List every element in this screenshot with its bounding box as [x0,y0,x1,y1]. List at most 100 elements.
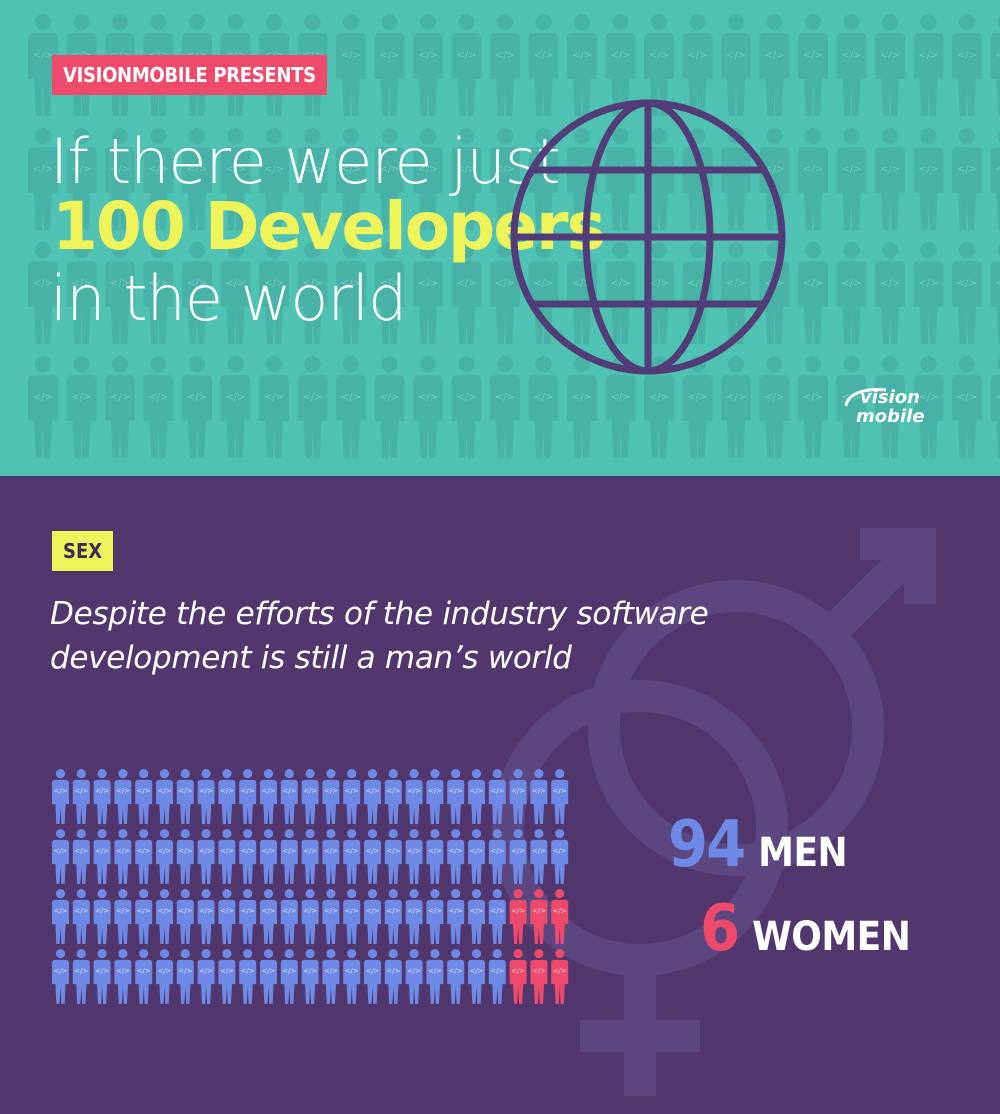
svg-text:</>: </> [418,164,438,175]
man-developer-icon: </> [93,889,111,944]
background-person-icon: </> [259,356,289,458]
svg-text:</>: </> [495,50,515,61]
sex-tag: SEX [52,531,114,571]
svg-text:</>: </> [687,278,707,289]
background-person-icon: </> [451,14,482,117]
man-developer-icon: </> [343,889,361,944]
title-line-3: in the world [50,262,407,335]
background-person-icon: </> [682,14,713,117]
background-person-icon: </> [913,14,944,117]
svg-text:</>: </> [261,847,275,855]
background-person-icon: </> [721,14,751,117]
man-developer-icon: </> [468,889,485,944]
women-count: 6 [700,892,740,966]
svg-text:</>: </> [495,278,515,289]
svg-text:</>: </> [71,392,91,403]
svg-text:</>: </> [687,50,707,61]
caption-line-1: Despite the efforts of the industry soft… [50,596,709,632]
woman-developer-icon: </> [509,889,527,944]
background-person-icon: </> [567,356,597,458]
man-developer-icon: </> [280,829,298,884]
man-developer-icon: </> [197,949,215,1004]
background-person-icon: </> [836,14,867,117]
svg-text:</>: </> [610,392,630,403]
background-person-icon: </> [759,356,790,458]
man-developer-icon: </> [488,769,506,824]
svg-text:</>: </> [841,278,861,289]
background-person-icon: </> [297,128,328,230]
man-developer-icon: </> [156,769,173,824]
man-developer-icon: </> [384,949,402,1004]
svg-text:</>: </> [365,787,379,795]
svg-text:</>: </> [726,392,746,403]
svg-text:</>: </> [345,847,359,855]
background-person-icon: </> [28,356,58,458]
woman-developer-icon: </> [530,949,548,1004]
svg-text:</>: </> [33,278,53,289]
man-developer-icon: </> [114,889,132,944]
man-developer-icon: </> [405,949,423,1004]
svg-text:</>: </> [511,967,525,975]
svg-text:</>: </> [918,278,938,289]
svg-text:</>: </> [241,907,255,915]
svg-text:</>: </> [220,907,234,915]
background-person-icon: </> [66,242,97,344]
svg-text:</>: </> [957,278,977,289]
svg-text:</>: </> [386,907,400,915]
svg-text:</>: </> [137,967,151,975]
svg-text:</>: </> [157,847,171,855]
background-person-icon: </> [798,14,828,117]
background-person-icon: </> [490,242,520,344]
svg-text:</>: </> [148,278,168,289]
man-developer-icon: </> [52,769,69,824]
man-developer-icon: </> [135,769,153,824]
svg-text:</>: </> [341,50,361,61]
background-person-icon: </> [605,14,636,117]
svg-text:</>: </> [53,907,67,915]
svg-text:</>: </> [533,50,553,61]
background-person-icon: </> [374,242,405,344]
man-developer-icon: </> [426,769,444,824]
svg-text:</>: </> [428,907,442,915]
background-person-icon: </> [490,356,520,458]
svg-text:</>: </> [53,847,67,855]
svg-text:</>: </> [241,787,255,795]
woman-developer-icon: </> [530,889,548,944]
man-developer-icon: </> [530,829,548,884]
background-person-icon: </> [875,128,905,230]
man-developer-icon: </> [405,829,423,884]
men-label: MEN [758,830,848,876]
svg-text:</>: </> [379,278,399,289]
svg-text:</>: </> [386,787,400,795]
background-person-icon: </> [490,128,520,230]
svg-text:</>: </> [880,392,900,403]
man-developer-icon: </> [156,949,173,1004]
svg-text:</>: </> [74,907,88,915]
svg-text:</>: </> [33,50,53,61]
svg-text:</>: </> [456,278,476,289]
svg-text:</>: </> [365,847,379,855]
man-developer-icon: </> [447,949,465,1004]
man-developer-icon: </> [488,949,506,1004]
svg-text:</>: </> [428,787,442,795]
svg-text:</>: </> [345,787,359,795]
svg-text:</>: </> [53,787,67,795]
background-person-icon: </> [875,356,905,458]
background-person-icon: </> [990,16,1000,116]
svg-text:</>: </> [449,847,463,855]
svg-text:</>: </> [225,164,245,175]
svg-text:</>: </> [116,787,130,795]
svg-text:</>: </> [803,392,823,403]
svg-text:</>: </> [572,392,592,403]
svg-text:</>: </> [407,787,421,795]
svg-text:</>: </> [880,164,900,175]
man-developer-icon: </> [468,769,485,824]
svg-text:</>: </> [148,164,168,175]
svg-text:</>: </> [610,50,630,61]
svg-text:</>: </> [220,967,234,975]
man-developer-icon: </> [52,949,69,1004]
man-developer-icon: </> [509,829,527,884]
svg-text:</>: </> [803,50,823,61]
background-person-icon: </> [913,128,944,230]
